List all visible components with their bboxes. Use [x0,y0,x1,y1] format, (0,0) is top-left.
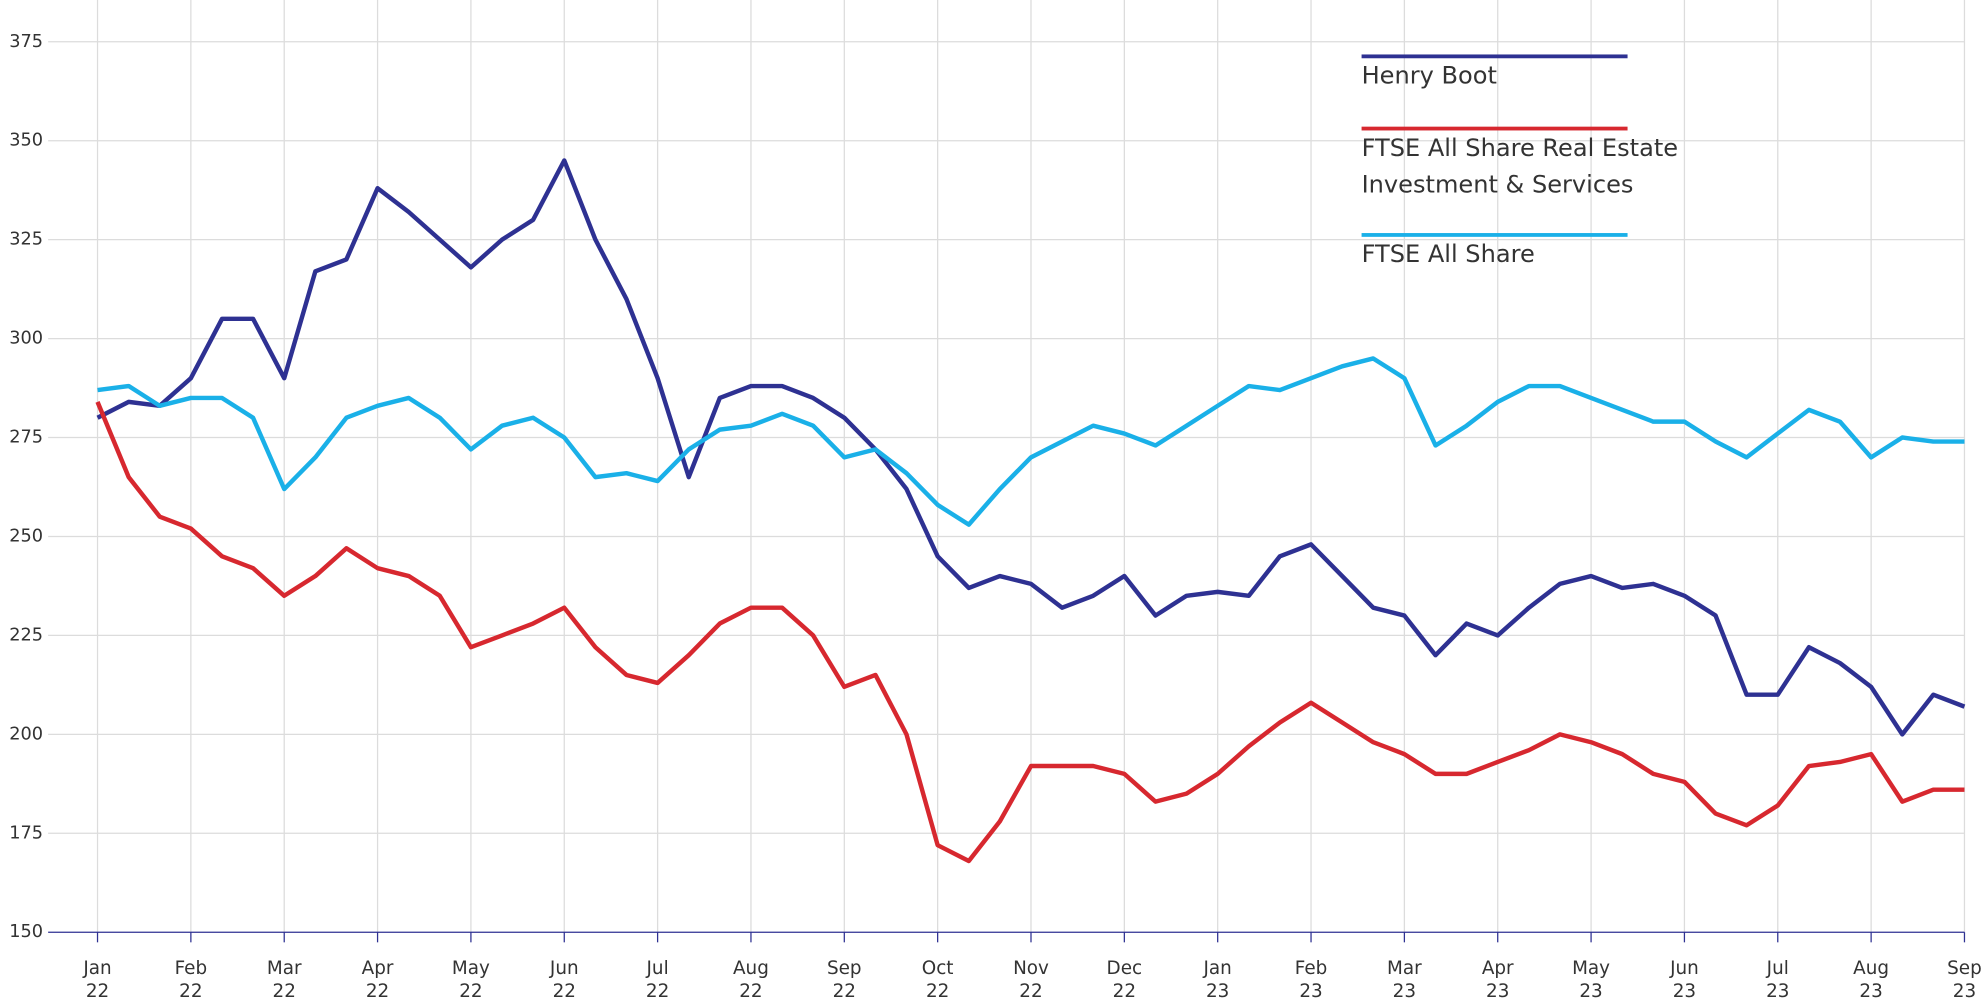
x-tick-label: Jun 23 [1670,958,1699,1002]
x-tick-label: Feb 23 [1294,958,1328,1002]
x-tick-label: Sep 23 [1947,958,1982,1002]
y-tick-label: 200 [9,724,43,744]
y-tick-label: 300 [9,329,43,349]
x-tick-label: Sep 22 [826,958,862,1002]
series-line [95,401,1965,864]
y-tick-label: 175 [9,823,43,843]
x-tick-label: Feb 22 [174,958,208,1002]
x-tick-label: Nov 22 [1013,958,1049,1002]
x-tick-label: May 22 [451,958,490,1002]
x-tick-label: Jan 22 [83,958,112,1002]
series-line [97,356,1965,527]
legend-label: FTSE All Share Real Estate Investment & … [1361,134,1679,199]
legend-swatch [1361,233,1628,237]
x-tick-label: Mar 23 [1387,958,1422,1002]
x-tick-label: Jul 22 [645,958,670,1002]
x-tick-label: Aug 22 [732,958,769,1002]
y-tick-label: 250 [9,526,43,546]
series-line [96,158,1966,737]
x-tick-label: Aug 23 [1853,958,1890,1002]
x-tick-label: Jul 23 [1766,958,1790,1002]
y-tick-label: 325 [9,230,43,250]
y-tick-label: 225 [9,625,43,645]
x-tick-label: Apr 22 [361,958,394,1002]
x-tick-label: Oct 22 [921,958,954,1002]
y-tick-label: 375 [9,32,43,52]
x-tick-label: Jan 23 [1203,958,1232,1002]
x-tick-label: Mar 22 [266,958,302,1002]
y-tick-label: 275 [9,428,43,448]
legend-label: Henry Boot [1361,62,1497,90]
legend-label: FTSE All Share [1361,240,1535,269]
y-tick-label: 350 [9,131,43,151]
x-tick-label: May 23 [1572,958,1611,1002]
x-tick-label: Dec 22 [1106,958,1143,1002]
y-tick-label: 150 [9,922,43,942]
x-tick-label: Apr 23 [1481,958,1514,1002]
x-tick-label: Jun 22 [549,958,579,1002]
legend-swatch [1361,54,1628,59]
legend-swatch [1361,126,1628,131]
